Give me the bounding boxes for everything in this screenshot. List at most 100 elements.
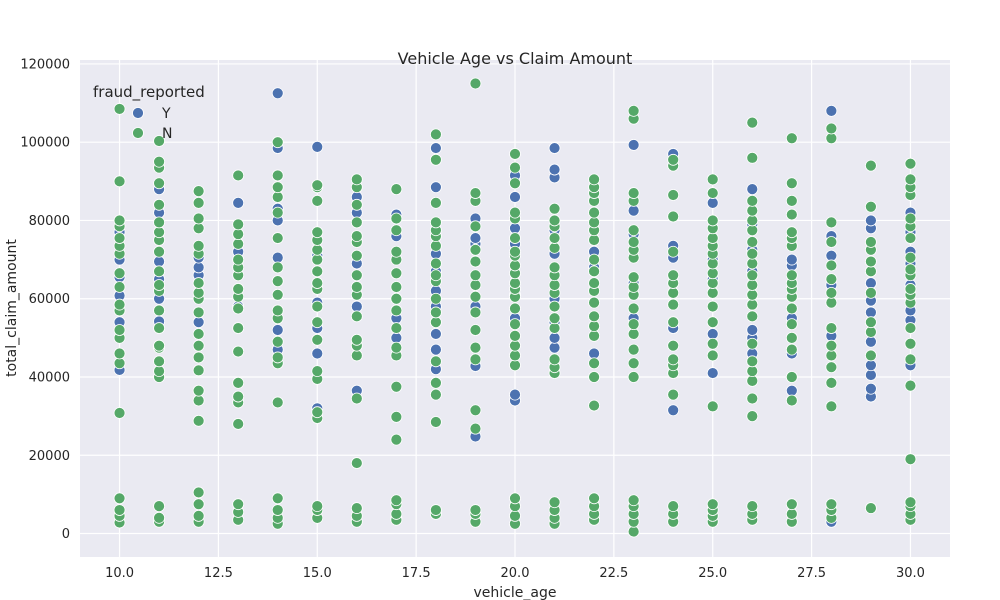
data-point	[390, 494, 403, 507]
legend: fraud_reported Y N	[93, 83, 205, 142]
data-point	[627, 525, 640, 538]
data-point	[232, 283, 245, 295]
data-point	[350, 281, 363, 293]
data-point	[350, 457, 363, 469]
data-point	[153, 355, 165, 368]
data-point	[548, 142, 561, 154]
data-point	[865, 359, 877, 372]
data-point	[825, 104, 838, 117]
data-point	[825, 296, 838, 309]
data-point	[865, 236, 877, 248]
data-point	[192, 486, 205, 499]
data-point	[390, 433, 403, 446]
data-point	[192, 222, 205, 235]
data-point	[627, 328, 640, 340]
data-point	[350, 310, 363, 323]
data-point	[667, 210, 680, 223]
data-point	[548, 232, 561, 244]
data-point	[390, 281, 403, 293]
data-point	[588, 253, 600, 266]
data-point	[746, 500, 759, 513]
data-point	[746, 116, 759, 129]
data-point	[706, 277, 719, 289]
data-point	[865, 349, 877, 362]
data-point	[311, 500, 324, 513]
data-point	[430, 257, 442, 270]
data-point	[311, 347, 324, 360]
data-point	[865, 200, 877, 213]
data-point	[350, 249, 363, 262]
data-point	[706, 316, 719, 329]
data-point	[588, 371, 600, 383]
data-point	[825, 286, 838, 299]
data-point	[825, 349, 838, 362]
data-point	[904, 453, 917, 466]
data-point	[311, 277, 324, 289]
data-point	[350, 349, 363, 362]
data-point	[865, 277, 877, 289]
data-point	[192, 414, 205, 427]
data-point	[390, 380, 403, 393]
data-point	[904, 337, 917, 350]
data-point	[153, 304, 165, 317]
data-point	[350, 300, 363, 313]
data-point	[548, 300, 561, 313]
x-tick-label: 20.0	[501, 566, 530, 581]
data-point	[785, 394, 798, 407]
data-point	[706, 232, 719, 244]
data-point	[825, 273, 838, 286]
data-point	[509, 222, 521, 235]
x-tick-label: 22.5	[599, 566, 628, 581]
data-point	[390, 212, 403, 225]
data-point	[430, 306, 442, 319]
data-point	[153, 177, 165, 190]
data-point	[548, 214, 561, 227]
data-point	[271, 275, 284, 288]
data-point	[390, 411, 403, 423]
data-point	[904, 157, 917, 170]
data-point	[469, 255, 482, 268]
data-point	[825, 249, 838, 262]
data-point	[865, 382, 877, 395]
data-point	[311, 226, 324, 239]
data-point	[548, 241, 561, 254]
data-point	[153, 255, 165, 268]
data-point	[113, 492, 126, 505]
data-point	[627, 236, 640, 248]
data-point	[548, 341, 561, 354]
data-point	[271, 136, 284, 149]
data-point	[865, 255, 877, 268]
data-point	[469, 353, 482, 366]
data-point	[746, 392, 759, 405]
data-point	[430, 328, 442, 340]
data-point	[113, 324, 126, 336]
data-point	[271, 261, 284, 274]
data-point	[588, 234, 600, 246]
data-point	[746, 247, 759, 260]
data-point	[667, 153, 680, 166]
data-point	[509, 259, 521, 272]
data-point	[113, 347, 126, 360]
data-point	[271, 504, 284, 516]
data-point	[706, 498, 719, 511]
legend-marker-n	[132, 127, 144, 139]
data-point	[785, 208, 798, 221]
data-point	[430, 196, 442, 209]
data-point	[192, 351, 205, 364]
data-point	[509, 359, 521, 372]
data-point	[390, 508, 403, 520]
data-point	[271, 396, 284, 409]
data-point	[192, 510, 205, 522]
data-point	[865, 316, 877, 329]
data-point	[430, 355, 442, 368]
data-point	[548, 312, 561, 325]
data-point	[785, 177, 798, 190]
data-point	[865, 335, 877, 348]
data-point	[588, 216, 600, 229]
data-point	[627, 187, 640, 199]
data-point	[509, 232, 521, 244]
data-point	[746, 183, 759, 196]
data-point	[667, 286, 680, 299]
data-point	[706, 196, 719, 209]
x-tick-labels: 10.0 12.5 15.0 17.5 20.0 22.5 25.0 27.5 30.0	[105, 566, 925, 581]
